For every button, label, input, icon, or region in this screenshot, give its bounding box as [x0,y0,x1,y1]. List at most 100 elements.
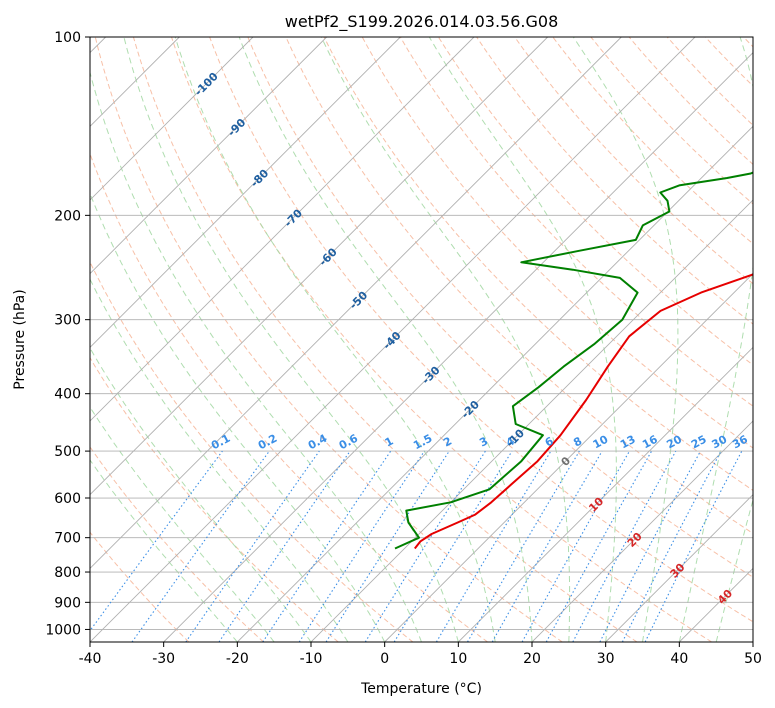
dry-adiabat-line [704,37,753,87]
isotherm-line [310,199,753,642]
isotherm-line [679,567,753,642]
moist-adiabat-line [238,37,533,642]
isotherm-line [605,494,753,642]
isotherm-label: 10 [586,494,606,514]
mixing-ratio-label: 3 [477,434,490,449]
x-tick-label: -40 [79,651,102,667]
mixing-ratio-line [185,450,320,642]
line-annotations: 0.1 0.2 0.4 0.6 1 1.5 2 3 4 6 8 10 13 16 20 25 30 36-100-… [192,70,750,607]
moist-adiabat-line [320,37,571,642]
dry-adiabat-line [94,37,563,642]
y-tick-label: 800 [54,565,81,581]
mixing-ratio-label: 10 [591,433,611,452]
isotherm-line [458,346,753,642]
mixing-ratio-line [644,450,743,642]
dry-adiabat-line [590,37,753,205]
dry-adiabat-line [514,37,753,285]
x-tick-label: 0 [380,651,389,667]
y-tick-label: 400 [54,387,81,403]
x-tick-label: -30 [152,651,175,667]
mixing-ratio-line [325,450,450,642]
dry-adiabat-line [743,37,753,48]
isotherm-line [90,37,401,348]
isotherm-label: 40 [715,587,735,607]
isotherm-line [90,37,696,642]
moist-adiabat-line [572,37,679,642]
isotherm-line [90,37,622,569]
mixing-ratio-label: 0.1 [209,432,232,453]
mixing-ratio-line [435,450,552,642]
mixing-ratio-line [393,450,513,642]
isotherm-label: 20 [625,530,645,550]
isotherm-label: -100 [192,70,221,99]
x-tick-label: 40 [670,651,688,667]
isotherm-label: -40 [380,329,403,352]
dry-adiabat-line [323,37,753,491]
mixing-ratio-line [218,450,351,642]
mixing-ratio-line [262,450,392,642]
moist-adiabat-line [90,459,238,642]
isotherm-line [90,37,548,496]
y-tick-label: 500 [54,444,81,460]
moist-adiabat-line [90,406,275,642]
y-tick-label: 1000 [45,622,81,638]
background-lines [90,37,753,642]
mixing-ratio-label: 8 [571,434,584,449]
isotherm-label: -70 [282,206,305,229]
dry-adiabat-line [90,152,488,642]
mixing-ratio-label: 36 [730,433,750,452]
dry-adiabat-line [90,531,190,642]
dry-adiabat-line [90,260,414,642]
y-tick-label: 600 [54,491,81,507]
moist-adiabat-line [90,70,422,642]
isotherm-label: -50 [347,289,370,312]
y-tick-label: 900 [54,595,81,611]
moist-adiabat-line [715,497,753,642]
y-axis: 1000 900 800 700 600 500 400 300 200 100 [45,30,90,638]
temperature-line [414,273,753,550]
mixing-ratio-label: 2 [441,434,454,449]
mixing-ratio-label: 30 [710,433,730,452]
dry-adiabat-line [666,37,753,126]
x-tick-label: 10 [449,651,467,667]
isotherm-line [752,641,753,642]
moist-adiabat-line [90,192,386,642]
mixing-ratio-line [599,450,701,642]
dry-adiabat-line [171,37,712,642]
dry-adiabat-line [90,446,264,642]
dry-adiabat-line [209,37,753,623]
x-tick-label: 50 [744,651,762,667]
data-lines [394,171,753,550]
dry-adiabat-line [90,356,339,642]
y-axis-label: Pressure (hPa) [12,289,28,389]
isotherm-line [90,37,327,275]
isotherm-line [90,37,475,422]
x-tick-label: 20 [523,651,541,667]
x-axis: -40 -30 -20 -10 0 10 20 30 40 50 [79,642,762,667]
mixing-ratio-line [545,450,653,642]
isotherm-line [90,37,254,201]
mixing-ratio-label: 25 [689,433,709,452]
chart-title: wetPf2_S199.2026.014.03.56.G08 [285,12,559,32]
x-tick-label: -10 [300,651,323,667]
mixing-ratio-label: 1 [383,434,396,449]
mixing-ratio-label: 16 [640,433,660,452]
mixing-ratio-line [467,450,580,642]
mixing-ratio-line [131,450,270,642]
y-tick-label: 200 [54,208,81,224]
isotherm-label: -20 [459,398,482,421]
isotherm-label: -80 [248,167,271,190]
dry-adiabat-line [247,37,753,578]
mixing-ratio-label: 20 [664,433,684,452]
y-tick-label: 100 [54,30,81,46]
moist-adiabat-line [90,347,312,642]
dry-adiabat-line [132,37,638,642]
x-axis-label: Temperature (°C) [360,681,482,697]
x-tick-label: 30 [597,651,615,667]
mixing-ratio-label: 1.5 [411,432,434,453]
mixing-ratio-label: 0.4 [306,432,330,453]
isotherm-label: 0 [559,454,574,469]
moist-adiabat-line [90,278,349,642]
mixing-ratio-label: 13 [618,433,638,452]
dry-adiabat-line [285,37,753,535]
